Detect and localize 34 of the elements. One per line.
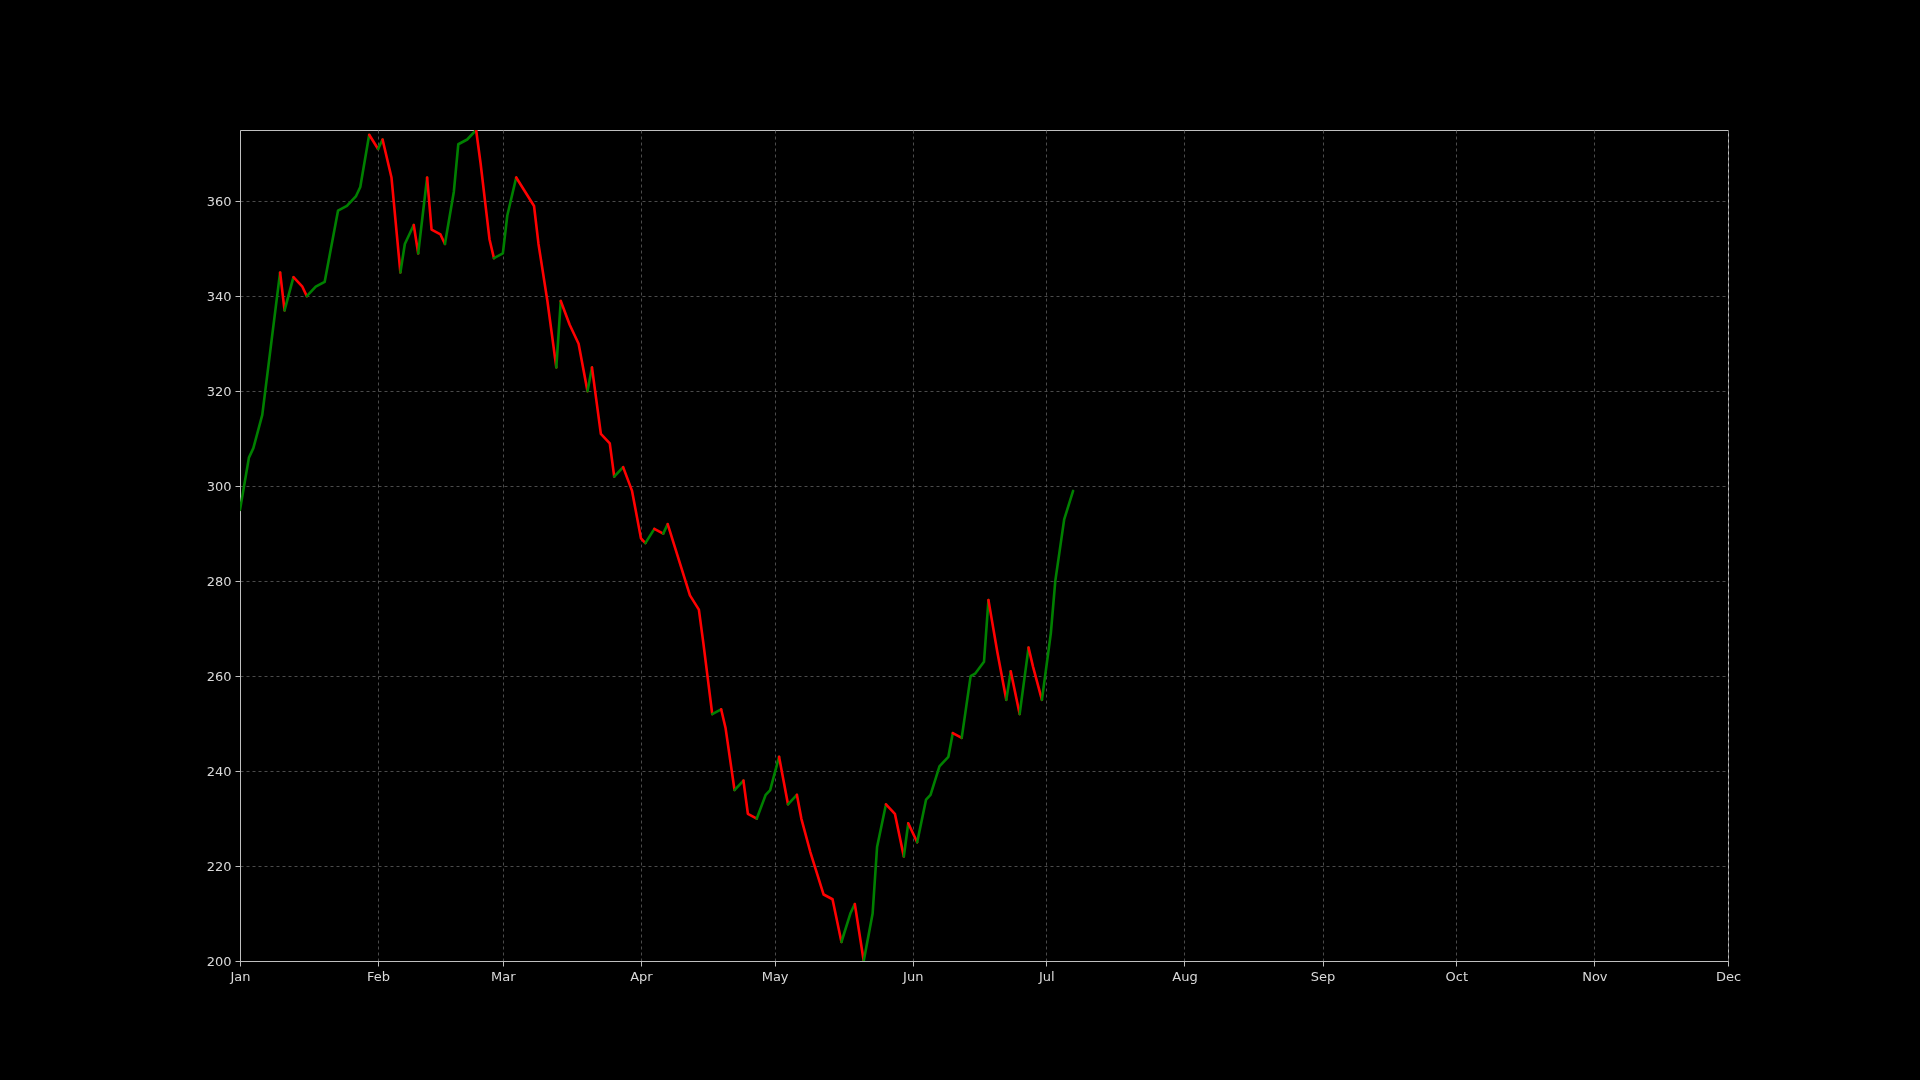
line-series [443,130,478,246]
line-series [492,176,518,260]
y-tick-label: 340 [206,288,232,304]
x-tick-label: Mar [491,968,517,984]
line-series [474,130,496,260]
line-series [621,465,647,545]
line-series [862,803,888,961]
y-tick-label: 320 [206,383,232,399]
y-tick-label: 360 [206,193,232,209]
x-tick-label: May [761,968,789,984]
x-tick-label: Jun [902,968,924,984]
line-series [1040,489,1075,702]
y-tick-label: 240 [206,763,232,779]
line-series [666,522,714,716]
y-tick-label: 300 [206,478,232,494]
x-tick-label: Oct [1445,968,1468,984]
x-tick-label: Feb [367,968,391,984]
y-tick-label: 220 [206,858,232,874]
x-tick-label: Nov [1582,968,1608,984]
line-series [755,755,781,820]
y-tick-label: 280 [206,573,232,589]
line-series [590,366,616,478]
y-tick-label: 260 [206,668,232,684]
line-series [425,176,447,246]
x-tick-label: Aug [1172,968,1198,984]
x-tick-label: Sep [1310,968,1336,984]
x-tick-label: Dec [1715,968,1742,984]
line-series [305,133,371,298]
x-tick-label: Jul [1038,968,1055,984]
line-series [795,793,843,944]
y-tick-label: 200 [206,953,232,969]
x-tick-label: Apr [630,968,654,984]
x-tick-label: Jan [229,968,251,984]
line-series [915,731,955,844]
